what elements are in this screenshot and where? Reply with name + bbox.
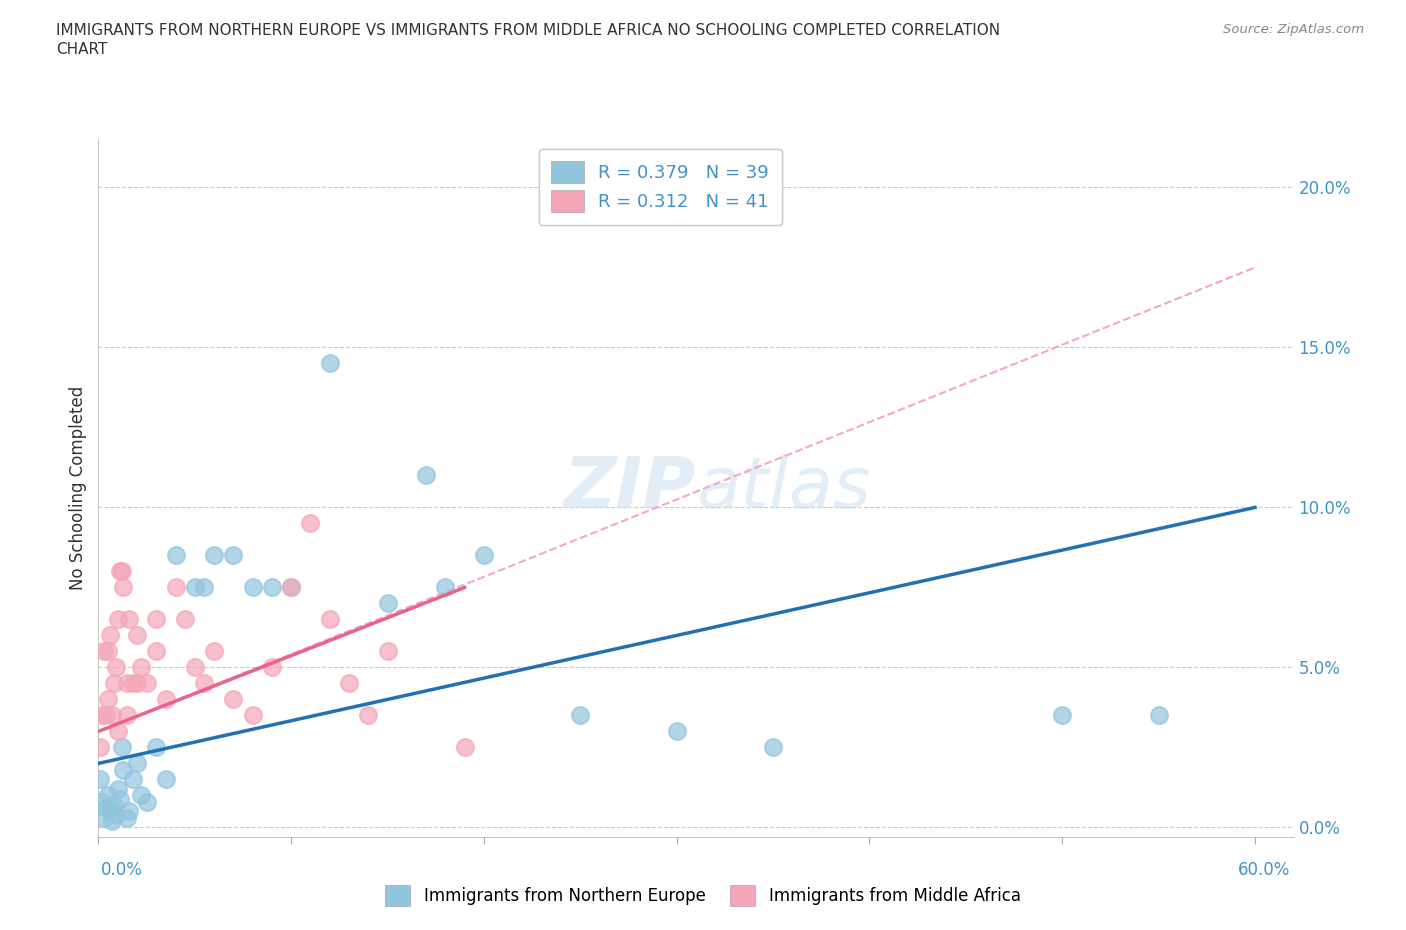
- Point: [1050, 708, 1073, 723]
- Point: [260, 580, 283, 595]
- Point: [104, 660, 127, 675]
- Point: [93, 810, 115, 825]
- Point: [165, 548, 187, 563]
- Point: [202, 644, 225, 658]
- Text: 0.0%: 0.0%: [101, 860, 143, 879]
- Point: [101, 708, 124, 723]
- Point: [103, 798, 125, 813]
- Point: [129, 660, 152, 675]
- Point: [89, 772, 111, 787]
- Y-axis label: No Schooling Completed: No Schooling Completed: [69, 386, 87, 591]
- Point: [122, 772, 145, 787]
- Point: [184, 660, 207, 675]
- Point: [117, 810, 139, 825]
- Point: [89, 740, 111, 755]
- Point: [242, 708, 264, 723]
- Point: [117, 708, 139, 723]
- Point: [377, 644, 399, 658]
- Point: [569, 708, 592, 723]
- Point: [104, 807, 127, 822]
- Point: [193, 580, 215, 595]
- Point: [202, 548, 225, 563]
- Point: [107, 781, 129, 796]
- Point: [434, 580, 457, 595]
- Point: [125, 756, 148, 771]
- Point: [98, 804, 121, 818]
- Point: [155, 692, 177, 707]
- Point: [145, 644, 167, 658]
- Text: Source: ZipAtlas.com: Source: ZipAtlas.com: [1223, 23, 1364, 36]
- Point: [299, 516, 322, 531]
- Point: [280, 580, 302, 595]
- Point: [117, 676, 139, 691]
- Point: [110, 740, 132, 755]
- Point: [174, 612, 197, 627]
- Point: [165, 580, 187, 595]
- Point: [222, 692, 245, 707]
- Point: [108, 791, 131, 806]
- Point: [762, 740, 785, 755]
- Point: [193, 676, 215, 691]
- Point: [107, 612, 129, 627]
- Point: [453, 740, 475, 755]
- Point: [337, 676, 360, 691]
- Point: [260, 660, 283, 675]
- Point: [118, 804, 141, 818]
- Point: [125, 676, 148, 691]
- Point: [415, 468, 437, 483]
- Point: [377, 596, 399, 611]
- Point: [319, 612, 342, 627]
- Point: [101, 814, 124, 829]
- Point: [112, 763, 135, 777]
- Text: IMMIGRANTS FROM NORTHERN EUROPE VS IMMIGRANTS FROM MIDDLE AFRICA NO SCHOOLING CO: IMMIGRANTS FROM NORTHERN EUROPE VS IMMIG…: [56, 23, 1000, 38]
- Point: [135, 676, 157, 691]
- Point: [108, 564, 131, 578]
- Point: [103, 676, 125, 691]
- Point: [91, 794, 114, 809]
- Point: [222, 548, 245, 563]
- Legend: Immigrants from Northern Europe, Immigrants from Middle Africa: Immigrants from Northern Europe, Immigra…: [378, 879, 1028, 912]
- Legend: R = 0.379   N = 39, R = 0.312   N = 41: R = 0.379 N = 39, R = 0.312 N = 41: [538, 149, 782, 225]
- Point: [112, 580, 135, 595]
- Point: [97, 692, 120, 707]
- Point: [94, 708, 117, 723]
- Point: [94, 801, 117, 816]
- Point: [129, 788, 152, 803]
- Point: [135, 794, 157, 809]
- Point: [110, 564, 132, 578]
- Text: ZIP: ZIP: [564, 454, 696, 523]
- Point: [93, 644, 115, 658]
- Text: 60.0%: 60.0%: [1239, 860, 1291, 879]
- Point: [357, 708, 380, 723]
- Point: [184, 580, 207, 595]
- Point: [665, 724, 688, 738]
- Point: [155, 772, 177, 787]
- Point: [319, 356, 342, 371]
- Point: [122, 676, 145, 691]
- Point: [97, 788, 120, 803]
- Point: [1147, 708, 1170, 723]
- Point: [280, 580, 302, 595]
- Point: [472, 548, 495, 563]
- Point: [145, 740, 167, 755]
- Point: [125, 628, 148, 643]
- Text: CHART: CHART: [56, 42, 108, 57]
- Point: [98, 628, 121, 643]
- Text: atlas: atlas: [696, 454, 870, 523]
- Point: [107, 724, 129, 738]
- Point: [97, 644, 120, 658]
- Point: [118, 612, 141, 627]
- Point: [91, 708, 114, 723]
- Point: [145, 612, 167, 627]
- Point: [242, 580, 264, 595]
